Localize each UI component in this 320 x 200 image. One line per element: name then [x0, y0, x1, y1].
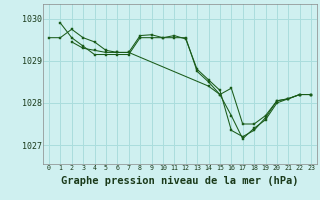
X-axis label: Graphe pression niveau de la mer (hPa): Graphe pression niveau de la mer (hPa)	[61, 176, 299, 186]
